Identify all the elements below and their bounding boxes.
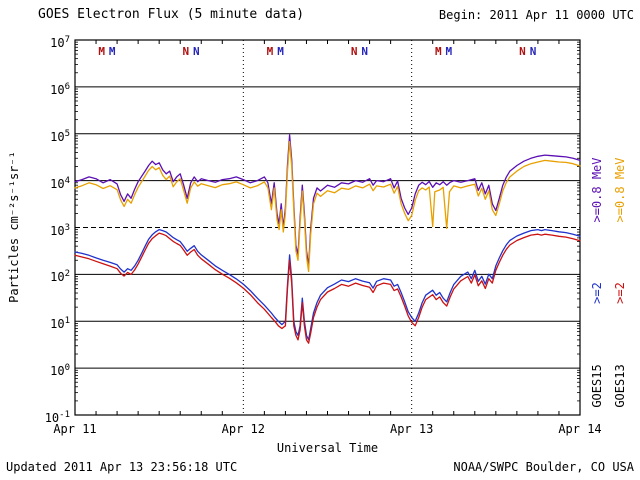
y-tick-label: 10-1 xyxy=(44,410,70,425)
source-attribution: NOAA/SWPC Boulder, CO USA xyxy=(453,460,634,474)
marker-local-midnight: M xyxy=(109,45,116,58)
marker-local-midnight: M xyxy=(435,45,442,58)
right-axis-label: GOES13 xyxy=(613,364,627,408)
x-tick-label: Apr 14 xyxy=(558,422,602,436)
marker-local-noon: N xyxy=(361,45,368,58)
series-goes13-ge08mev xyxy=(74,140,581,273)
marker-local-midnight: M xyxy=(267,45,274,58)
x-tick-label: Apr 11 xyxy=(53,422,97,436)
marker-local-noon: N xyxy=(193,45,200,58)
y-axis-label: Particles cm⁻²s⁻¹sr⁻¹ xyxy=(7,151,21,303)
x-tick-label: Apr 12 xyxy=(221,422,265,436)
chart-title: GOES Electron Flux (5 minute data) xyxy=(38,7,305,22)
right-axis-label: >=0.8 MeV xyxy=(590,157,604,223)
y-tick-label: 106 xyxy=(50,81,70,97)
marker-local-noon: N xyxy=(183,45,190,58)
marker-local-noon: N xyxy=(519,45,526,58)
y-tick-label: 104 xyxy=(50,175,70,191)
y-tick-label: 102 xyxy=(50,269,70,285)
series-goes15-ge2mev xyxy=(74,228,581,341)
marker-local-noon: N xyxy=(351,45,358,58)
series-goes15-ge08mev xyxy=(74,134,581,267)
x-tick-label: Apr 13 xyxy=(389,422,434,436)
begin-timestamp: Begin: 2011 Apr 11 0000 UTC xyxy=(438,8,634,22)
y-tick-label: 101 xyxy=(50,316,70,332)
y-tick-label: 105 xyxy=(50,128,70,144)
marker-local-midnight: M xyxy=(277,45,284,58)
updated-timestamp: Updated 2011 Apr 13 23:56:18 UTC xyxy=(6,460,238,474)
marker-local-noon: N xyxy=(530,45,537,58)
right-axis-label: >=2 xyxy=(590,282,604,304)
y-tick-label: 107 xyxy=(50,35,70,50)
plot-frame xyxy=(74,39,581,416)
y-tick-label: 100 xyxy=(50,363,70,379)
series-goes13-ge2mev xyxy=(74,232,581,344)
marker-local-midnight: M xyxy=(446,45,453,58)
right-axis-label: >=0.8 MeV xyxy=(613,157,627,223)
right-axis-label: >=2 xyxy=(613,282,627,304)
marker-local-midnight: M xyxy=(98,45,105,58)
right-axis-label: GOES15 xyxy=(590,364,604,408)
x-axis-label: Universal Time xyxy=(276,441,379,455)
y-tick-label: 103 xyxy=(50,222,70,238)
